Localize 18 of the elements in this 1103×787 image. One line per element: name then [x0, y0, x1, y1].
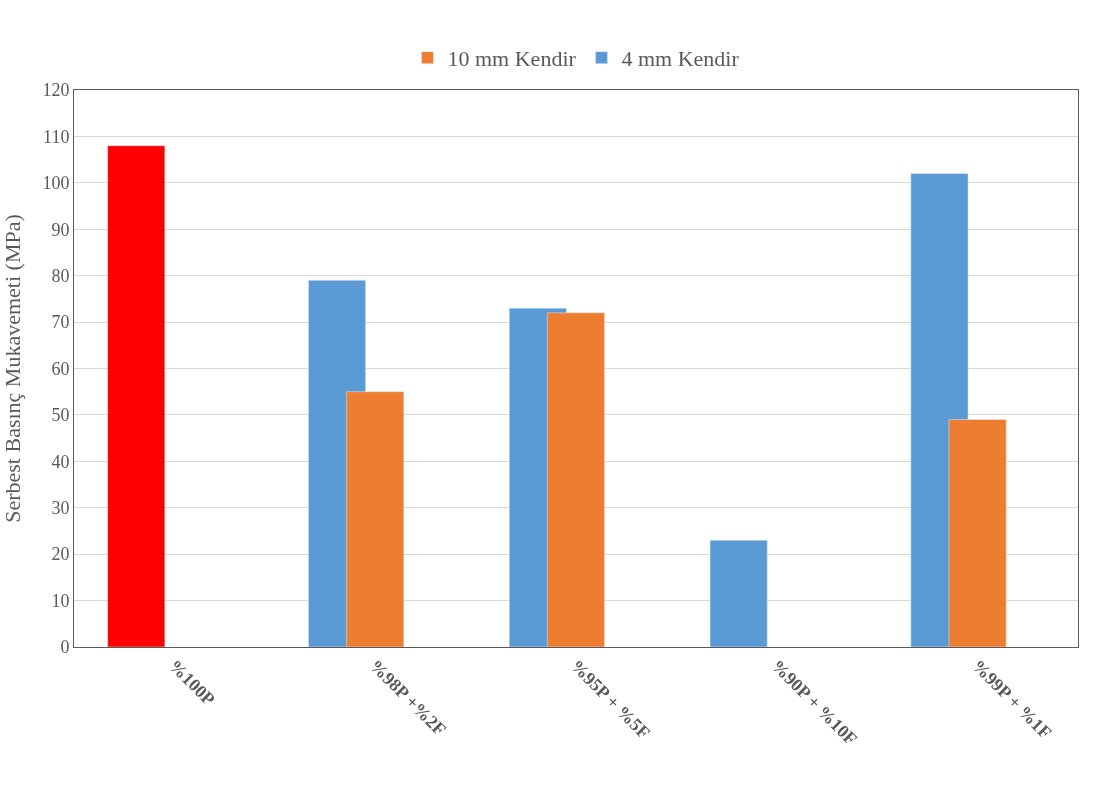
- bar: [709, 539, 768, 647]
- y-tick-label: 110: [43, 126, 70, 147]
- legend-label: 4 mm Kendir: [621, 46, 740, 72]
- y-tick-label: 70: [51, 312, 70, 333]
- y-tick-label: 0: [60, 637, 70, 658]
- y-tick-label: 90: [51, 219, 70, 240]
- y-tick-label: 20: [51, 544, 70, 565]
- y-tick-label: 30: [51, 498, 70, 519]
- y-tick-label: 60: [51, 358, 70, 379]
- legend-label: 10 mm Kendir: [447, 46, 577, 72]
- y-tick-label: 120: [42, 80, 70, 101]
- y-tick-label: 80: [51, 265, 70, 286]
- bar: [107, 145, 166, 647]
- y-tick-label: 10: [51, 590, 70, 611]
- y-tick-label: 50: [51, 405, 70, 426]
- y-tick-label: 100: [42, 173, 70, 194]
- y-axis-title: Serbest Basınç Mukavemeti (MPa): [0, 214, 26, 523]
- y-tick-label: 40: [51, 451, 70, 472]
